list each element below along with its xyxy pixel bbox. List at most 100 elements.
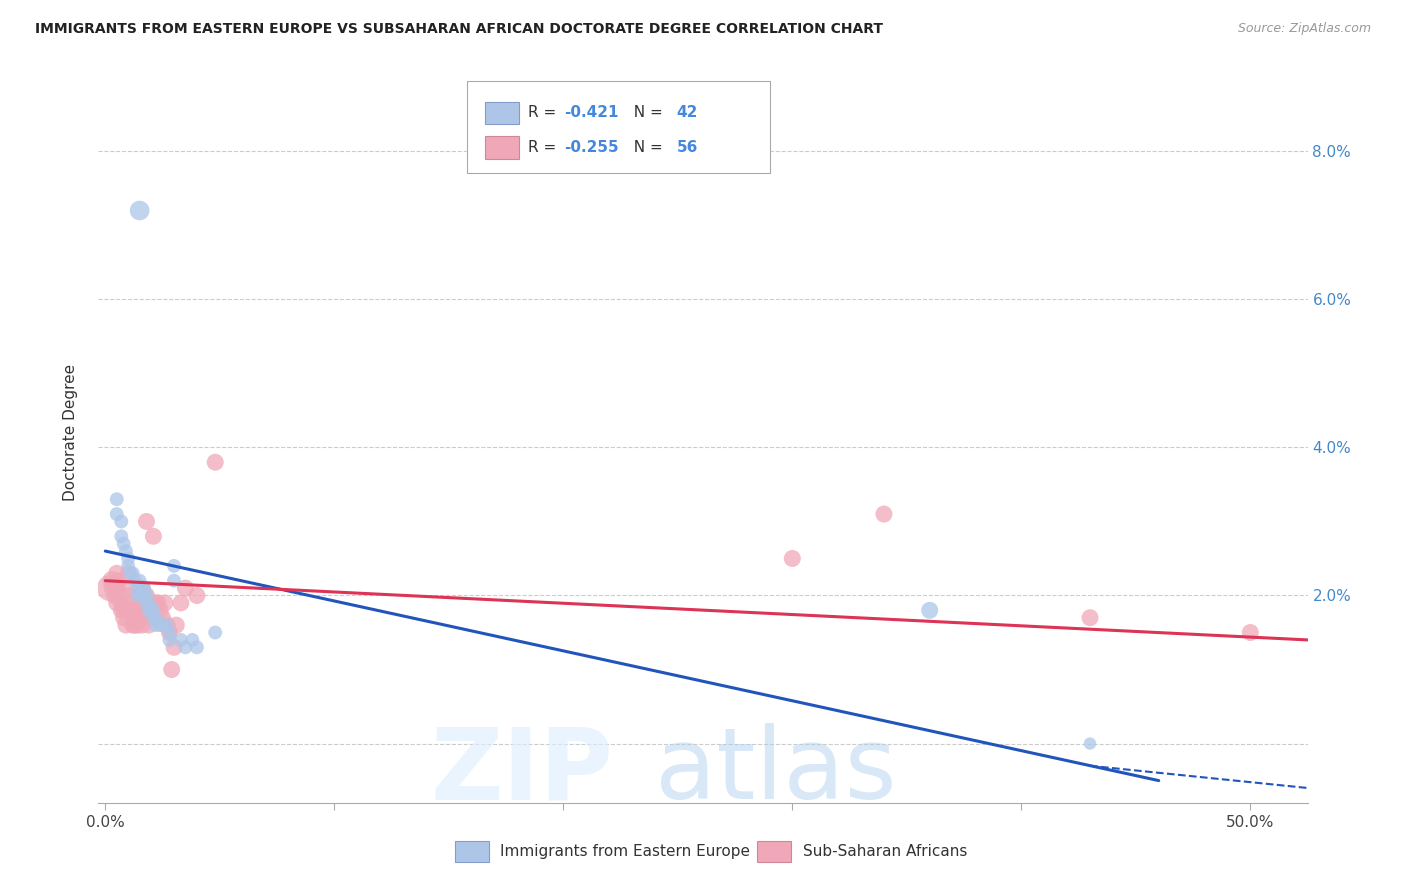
Point bbox=[918, 603, 941, 617]
Text: Source: ZipAtlas.com: Source: ZipAtlas.com bbox=[1237, 22, 1371, 36]
Text: 56: 56 bbox=[676, 140, 697, 155]
Point bbox=[134, 589, 156, 603]
Point bbox=[138, 618, 160, 632]
Point bbox=[163, 640, 186, 655]
Point bbox=[157, 625, 180, 640]
Point bbox=[127, 603, 149, 617]
Point bbox=[135, 589, 157, 603]
Text: 42: 42 bbox=[676, 105, 697, 120]
Point bbox=[163, 574, 186, 588]
Point bbox=[124, 574, 146, 588]
Point bbox=[103, 581, 125, 595]
Point bbox=[103, 589, 125, 603]
Text: R =: R = bbox=[527, 140, 561, 155]
Point bbox=[153, 596, 176, 610]
Point bbox=[128, 610, 150, 624]
Point bbox=[120, 581, 142, 595]
Point bbox=[108, 589, 131, 603]
Point bbox=[127, 581, 149, 595]
Point bbox=[142, 610, 165, 624]
Point bbox=[204, 455, 226, 469]
Point bbox=[1078, 737, 1101, 751]
Point bbox=[134, 603, 156, 617]
Point bbox=[135, 596, 157, 610]
Point bbox=[112, 610, 135, 624]
Point bbox=[138, 596, 160, 610]
Point bbox=[156, 618, 179, 632]
Text: ZIP: ZIP bbox=[430, 723, 613, 821]
Point bbox=[135, 589, 157, 603]
Point bbox=[138, 603, 160, 617]
Point bbox=[149, 603, 172, 617]
Point bbox=[108, 574, 131, 588]
Point bbox=[131, 589, 153, 603]
Point bbox=[139, 596, 162, 610]
Point bbox=[117, 566, 139, 581]
Point bbox=[170, 596, 193, 610]
Point bbox=[170, 632, 193, 647]
Text: N =: N = bbox=[624, 140, 668, 155]
Point bbox=[131, 581, 153, 595]
Point bbox=[115, 544, 138, 558]
Point bbox=[782, 551, 804, 566]
Point bbox=[105, 492, 128, 507]
Point bbox=[145, 618, 167, 632]
Text: -0.421: -0.421 bbox=[564, 105, 619, 120]
Point bbox=[156, 618, 179, 632]
Text: atlas: atlas bbox=[655, 723, 897, 821]
Text: N =: N = bbox=[624, 105, 668, 120]
Point bbox=[105, 566, 128, 581]
Point bbox=[131, 581, 153, 595]
Point bbox=[139, 603, 162, 617]
Point bbox=[98, 581, 121, 595]
FancyBboxPatch shape bbox=[485, 136, 519, 159]
Point bbox=[121, 566, 143, 581]
Point bbox=[1078, 610, 1101, 624]
Point bbox=[117, 589, 139, 603]
Point bbox=[112, 536, 135, 550]
Point bbox=[120, 596, 142, 610]
Point bbox=[124, 610, 146, 624]
Point bbox=[174, 640, 197, 655]
Point bbox=[101, 581, 124, 595]
Point bbox=[120, 566, 142, 581]
Text: IMMIGRANTS FROM EASTERN EUROPE VS SUBSAHARAN AFRICAN DOCTORATE DEGREE CORRELATIO: IMMIGRANTS FROM EASTERN EUROPE VS SUBSAH… bbox=[35, 22, 883, 37]
FancyBboxPatch shape bbox=[758, 841, 792, 862]
Point bbox=[149, 618, 172, 632]
Point bbox=[131, 596, 153, 610]
Point bbox=[165, 618, 187, 632]
Point bbox=[134, 581, 156, 595]
Point bbox=[134, 589, 156, 603]
Point bbox=[128, 203, 150, 218]
Point bbox=[112, 603, 135, 617]
Point bbox=[124, 618, 146, 632]
Point bbox=[117, 551, 139, 566]
Point bbox=[127, 589, 149, 603]
Point bbox=[145, 596, 167, 610]
Point bbox=[115, 618, 138, 632]
Point bbox=[110, 596, 132, 610]
Point bbox=[121, 618, 143, 632]
Point bbox=[163, 558, 186, 573]
FancyBboxPatch shape bbox=[456, 841, 489, 862]
Point bbox=[146, 596, 169, 610]
FancyBboxPatch shape bbox=[485, 102, 519, 124]
Point bbox=[117, 558, 139, 573]
Point bbox=[145, 610, 167, 624]
Point bbox=[121, 603, 143, 617]
Point bbox=[152, 618, 174, 632]
Text: Immigrants from Eastern Europe: Immigrants from Eastern Europe bbox=[501, 844, 749, 859]
Point bbox=[1239, 625, 1261, 640]
Point bbox=[160, 663, 183, 677]
Text: R =: R = bbox=[527, 105, 561, 120]
Point bbox=[101, 574, 124, 588]
Point bbox=[117, 603, 139, 617]
Text: -0.255: -0.255 bbox=[564, 140, 619, 155]
Point bbox=[204, 625, 226, 640]
Y-axis label: Doctorate Degree: Doctorate Degree bbox=[63, 364, 77, 501]
Point bbox=[128, 574, 150, 588]
Point bbox=[186, 589, 208, 603]
Point bbox=[110, 515, 132, 529]
FancyBboxPatch shape bbox=[467, 81, 769, 173]
Point bbox=[174, 581, 197, 595]
